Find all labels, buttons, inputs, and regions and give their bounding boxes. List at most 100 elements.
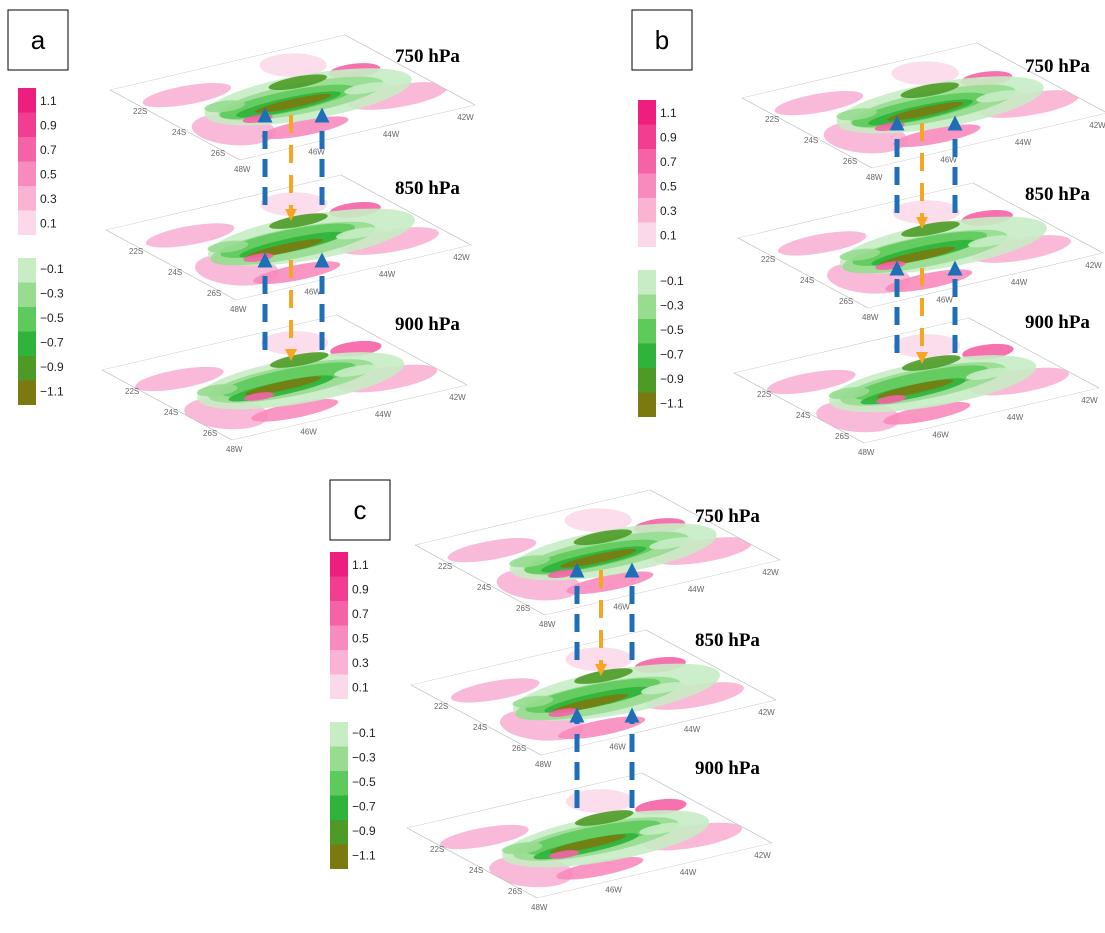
lon-label: 42W [754, 851, 771, 860]
colorbar-swatch [18, 356, 36, 381]
colorbar-swatch [330, 552, 348, 577]
colorbar-label: 0.5 [660, 180, 677, 194]
lat-label: 22S [133, 107, 147, 116]
lon-label: 42W [1081, 396, 1098, 405]
panel-label: c [354, 495, 367, 525]
lon-label: 48W [230, 305, 247, 314]
lon-label: 48W [535, 760, 552, 769]
lon-label: 48W [234, 165, 251, 174]
colorbar-label: −0.5 [40, 311, 64, 325]
lon-label: 44W [684, 725, 701, 734]
map-layer [698, 30, 1105, 180]
panel: a1.10.90.70.50.30.1−0.1−0.3−0.5−0.7−0.9−… [8, 10, 506, 454]
colorbar-swatch [18, 332, 36, 357]
colorbar-swatch [638, 270, 656, 295]
colorbar-label: −0.5 [352, 775, 376, 789]
map-layer [373, 758, 811, 908]
lon-label: 44W [688, 585, 705, 594]
colorbar-label: −0.9 [352, 824, 376, 838]
lon-label: 46W [613, 603, 630, 612]
lat-label: 26S [203, 429, 217, 438]
colorbar-label: −0.1 [352, 726, 376, 740]
colorbar-label: 1.1 [660, 106, 677, 120]
colorbar-swatch [330, 577, 348, 602]
lon-label: 44W [379, 270, 396, 279]
lon-label: 46W [932, 431, 949, 440]
colorbar-label: 0.1 [40, 217, 57, 231]
colorbar: 1.10.90.70.50.30.1−0.1−0.3−0.5−0.7−0.9−1… [18, 88, 64, 405]
colorbar-swatch [638, 393, 656, 418]
lon-label: 42W [453, 253, 470, 262]
colorbar-label: −0.3 [352, 751, 376, 765]
lat-label: 24S [473, 723, 487, 732]
colorbar-swatch [638, 319, 656, 344]
colorbar-label: −1.1 [352, 849, 376, 863]
map-field [371, 477, 809, 627]
colorbar-label: −1.1 [40, 385, 64, 399]
lat-label: 26S [835, 432, 849, 441]
colorbar-swatch [18, 307, 36, 332]
level-label: 900 hPa [695, 758, 760, 779]
lat-label: 24S [172, 128, 186, 137]
lat-label: 22S [438, 562, 452, 571]
level-label: 900 hPa [395, 314, 460, 335]
lon-label: 42W [449, 393, 466, 402]
panel-label: a [31, 25, 46, 55]
lon-label: 46W [936, 296, 953, 305]
colorbar-swatch [638, 125, 656, 150]
lat-label: 24S [168, 268, 182, 277]
lon-label: 44W [375, 410, 392, 419]
colorbar-label: 0.1 [352, 681, 369, 695]
colorbar-label: −0.3 [660, 299, 684, 313]
lat-label: 22S [757, 390, 771, 399]
lat-label: 24S [804, 136, 818, 145]
colorbar-swatch [330, 626, 348, 651]
map-field [66, 22, 504, 172]
colorbar-label: −0.9 [40, 360, 64, 374]
lon-label: 46W [300, 428, 317, 437]
colorbar-swatch [18, 258, 36, 283]
lon-label: 46W [609, 743, 626, 752]
colorbar: 1.10.90.70.50.30.1−0.1−0.3−0.5−0.7−0.9−1… [638, 100, 684, 417]
colorbar-label: 0.1 [660, 229, 677, 243]
lon-label: 42W [457, 113, 474, 122]
colorbar-label: 0.7 [660, 155, 677, 169]
lon-label: 48W [862, 313, 879, 322]
colorbar-swatch [18, 211, 36, 236]
lon-label: 42W [758, 708, 775, 717]
colorbar-label: 1.1 [352, 558, 369, 572]
colorbar-swatch [638, 368, 656, 393]
lat-label: 26S [207, 289, 221, 298]
colorbar-swatch [18, 283, 36, 308]
lat-label: 24S [469, 866, 483, 875]
colorbar-swatch [638, 344, 656, 369]
colorbar-label: 0.5 [40, 168, 57, 182]
lat-label: 24S [164, 408, 178, 417]
colorbar: 1.10.90.70.50.30.1−0.1−0.3−0.5−0.7−0.9−1… [330, 552, 376, 869]
colorbar-label: −0.1 [660, 274, 684, 288]
colorbar-swatch [638, 174, 656, 199]
lon-label: 44W [680, 868, 697, 877]
panel: b1.10.90.70.50.30.1−0.1−0.3−0.5−0.7−0.9−… [632, 10, 1105, 457]
map-field [698, 30, 1105, 180]
level-label: 750 hPa [695, 506, 760, 527]
colorbar-label: −0.7 [660, 348, 684, 362]
lon-label: 44W [1011, 278, 1028, 287]
lat-label: 24S [796, 411, 810, 420]
lon-label: 42W [762, 568, 779, 577]
colorbar-swatch [330, 675, 348, 700]
colorbar-swatch [638, 198, 656, 223]
lon-label: 44W [1015, 138, 1032, 147]
panel-label: b [655, 25, 669, 55]
colorbar-label: −0.3 [40, 287, 64, 301]
colorbar-label: 0.5 [352, 632, 369, 646]
colorbar-label: 1.1 [40, 94, 57, 108]
colorbar-label: 0.9 [660, 131, 677, 145]
lon-label: 44W [383, 130, 400, 139]
colorbar-swatch [638, 295, 656, 320]
lat-label: 22S [761, 255, 775, 264]
lon-label: 42W [1085, 261, 1102, 270]
level-label: 750 hPa [395, 46, 460, 67]
colorbar-label: −0.7 [40, 336, 64, 350]
lon-label: 48W [226, 445, 243, 454]
